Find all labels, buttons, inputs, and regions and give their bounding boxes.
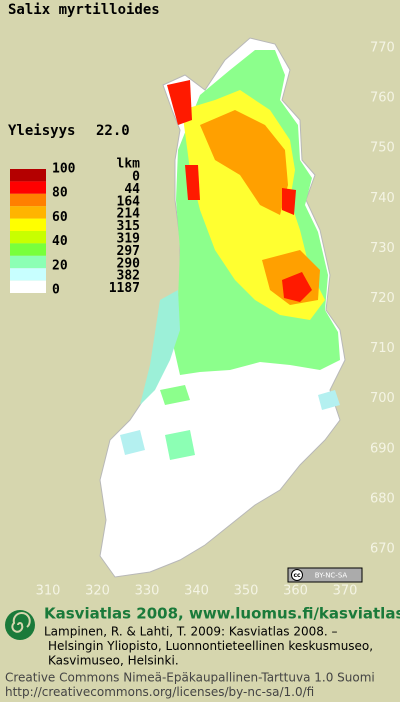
species-title: Salix myrtilloides [8,2,160,18]
legend-count: 315 [117,219,140,234]
citation-line: Helsingin Yliopisto, Luonnontieteellinen… [48,639,373,653]
legend-swatch [10,255,46,269]
legend-scale-label: 40 [52,234,68,249]
legend-swatch [10,268,46,281]
license-line: http://creativecommons.org/licenses/by-n… [5,685,314,699]
easting-label: 330 [135,584,160,599]
easting-label: 360 [283,584,308,599]
northing-label: 700 [370,391,395,406]
license-badge-text: BY-NC-SA [315,572,348,580]
legend-swatch [10,169,46,182]
license-line: Creative Commons Nimeä-Epäkaupallinen-Ta… [5,671,375,685]
legend-swatch [10,231,46,244]
northing-label: 670 [370,542,395,557]
legend-swatch [10,181,46,194]
legend-swatch [10,280,46,293]
citation-line: Lampinen, R. & Lahti, T. 2009: Kasviatla… [44,625,338,639]
legend-header: lkm [117,157,141,172]
legend-scale-label: 100 [52,162,76,177]
legend-scale-label: 60 [52,210,68,225]
easting-label: 340 [184,584,209,599]
legend-swatch [10,243,46,256]
frequency-value: 22.0 [96,123,130,139]
northing-label: 720 [370,291,395,306]
legend-swatch [10,206,46,219]
legend-count: 319 [117,232,140,247]
northing-label: 740 [370,191,395,206]
northing-label: 680 [370,491,395,506]
northing-label: 760 [370,91,395,106]
axis-labels: 770 760 750 740 730 720 710 700 690 680 670 310 320 3… [36,41,395,599]
northing-label: 710 [370,341,395,356]
legend-count: 164 [117,194,141,209]
svg-text:cc: cc [293,572,301,579]
legend-count: 0 [132,170,140,185]
finland-map [99,37,346,578]
legend-scale-label: 0 [52,283,60,298]
legend-count: 214 [117,207,141,222]
legend-count: 44 [124,182,140,197]
legend-scale-label: 80 [52,186,68,201]
northing-label: 690 [370,441,395,456]
legend-swatch [10,218,46,231]
legend-count: 382 [117,269,140,284]
legend-count: 1187 [109,281,140,296]
frequency-label: Yleisyys [8,123,75,139]
license-badge: cc BY-NC-SA [287,567,363,583]
logo [5,610,35,640]
northing-label: 750 [370,141,395,156]
northing-label: 730 [370,241,395,256]
easting-label: 350 [234,584,259,599]
easting-label: 370 [333,584,358,599]
citation-line: Kasvimuseo, Helsinki. [48,654,179,668]
citation: Lampinen, R. & Lahti, T. 2009: Kasviatla… [44,625,373,668]
northing-label: 770 [370,41,395,56]
easting-label: 310 [36,584,61,599]
license-text: Creative Commons Nimeä-Epäkaupallinen-Ta… [5,671,375,700]
legend-count: 290 [117,256,141,271]
footer-heading: Kasviatlas 2008, www.luomus.fi/kasviatla… [44,605,400,623]
legend-count: 297 [117,244,140,259]
legend-swatch [10,193,46,207]
easting-label: 320 [85,584,110,599]
legend-scale-label: 20 [52,258,68,273]
